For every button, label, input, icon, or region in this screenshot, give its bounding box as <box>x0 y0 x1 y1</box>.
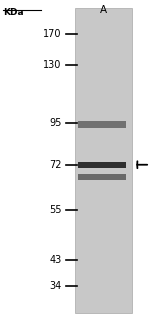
Bar <box>75 8 132 313</box>
Bar <box>78 162 126 168</box>
Text: 95: 95 <box>49 118 62 128</box>
Text: 43: 43 <box>49 255 62 265</box>
Text: A: A <box>100 5 107 15</box>
Text: 55: 55 <box>49 205 62 215</box>
Text: 34: 34 <box>49 281 62 291</box>
Text: KDa: KDa <box>3 8 24 17</box>
Text: 130: 130 <box>43 60 62 69</box>
Text: 72: 72 <box>49 160 62 170</box>
Bar <box>78 174 126 180</box>
Text: 170: 170 <box>43 29 62 39</box>
Bar <box>78 121 126 128</box>
